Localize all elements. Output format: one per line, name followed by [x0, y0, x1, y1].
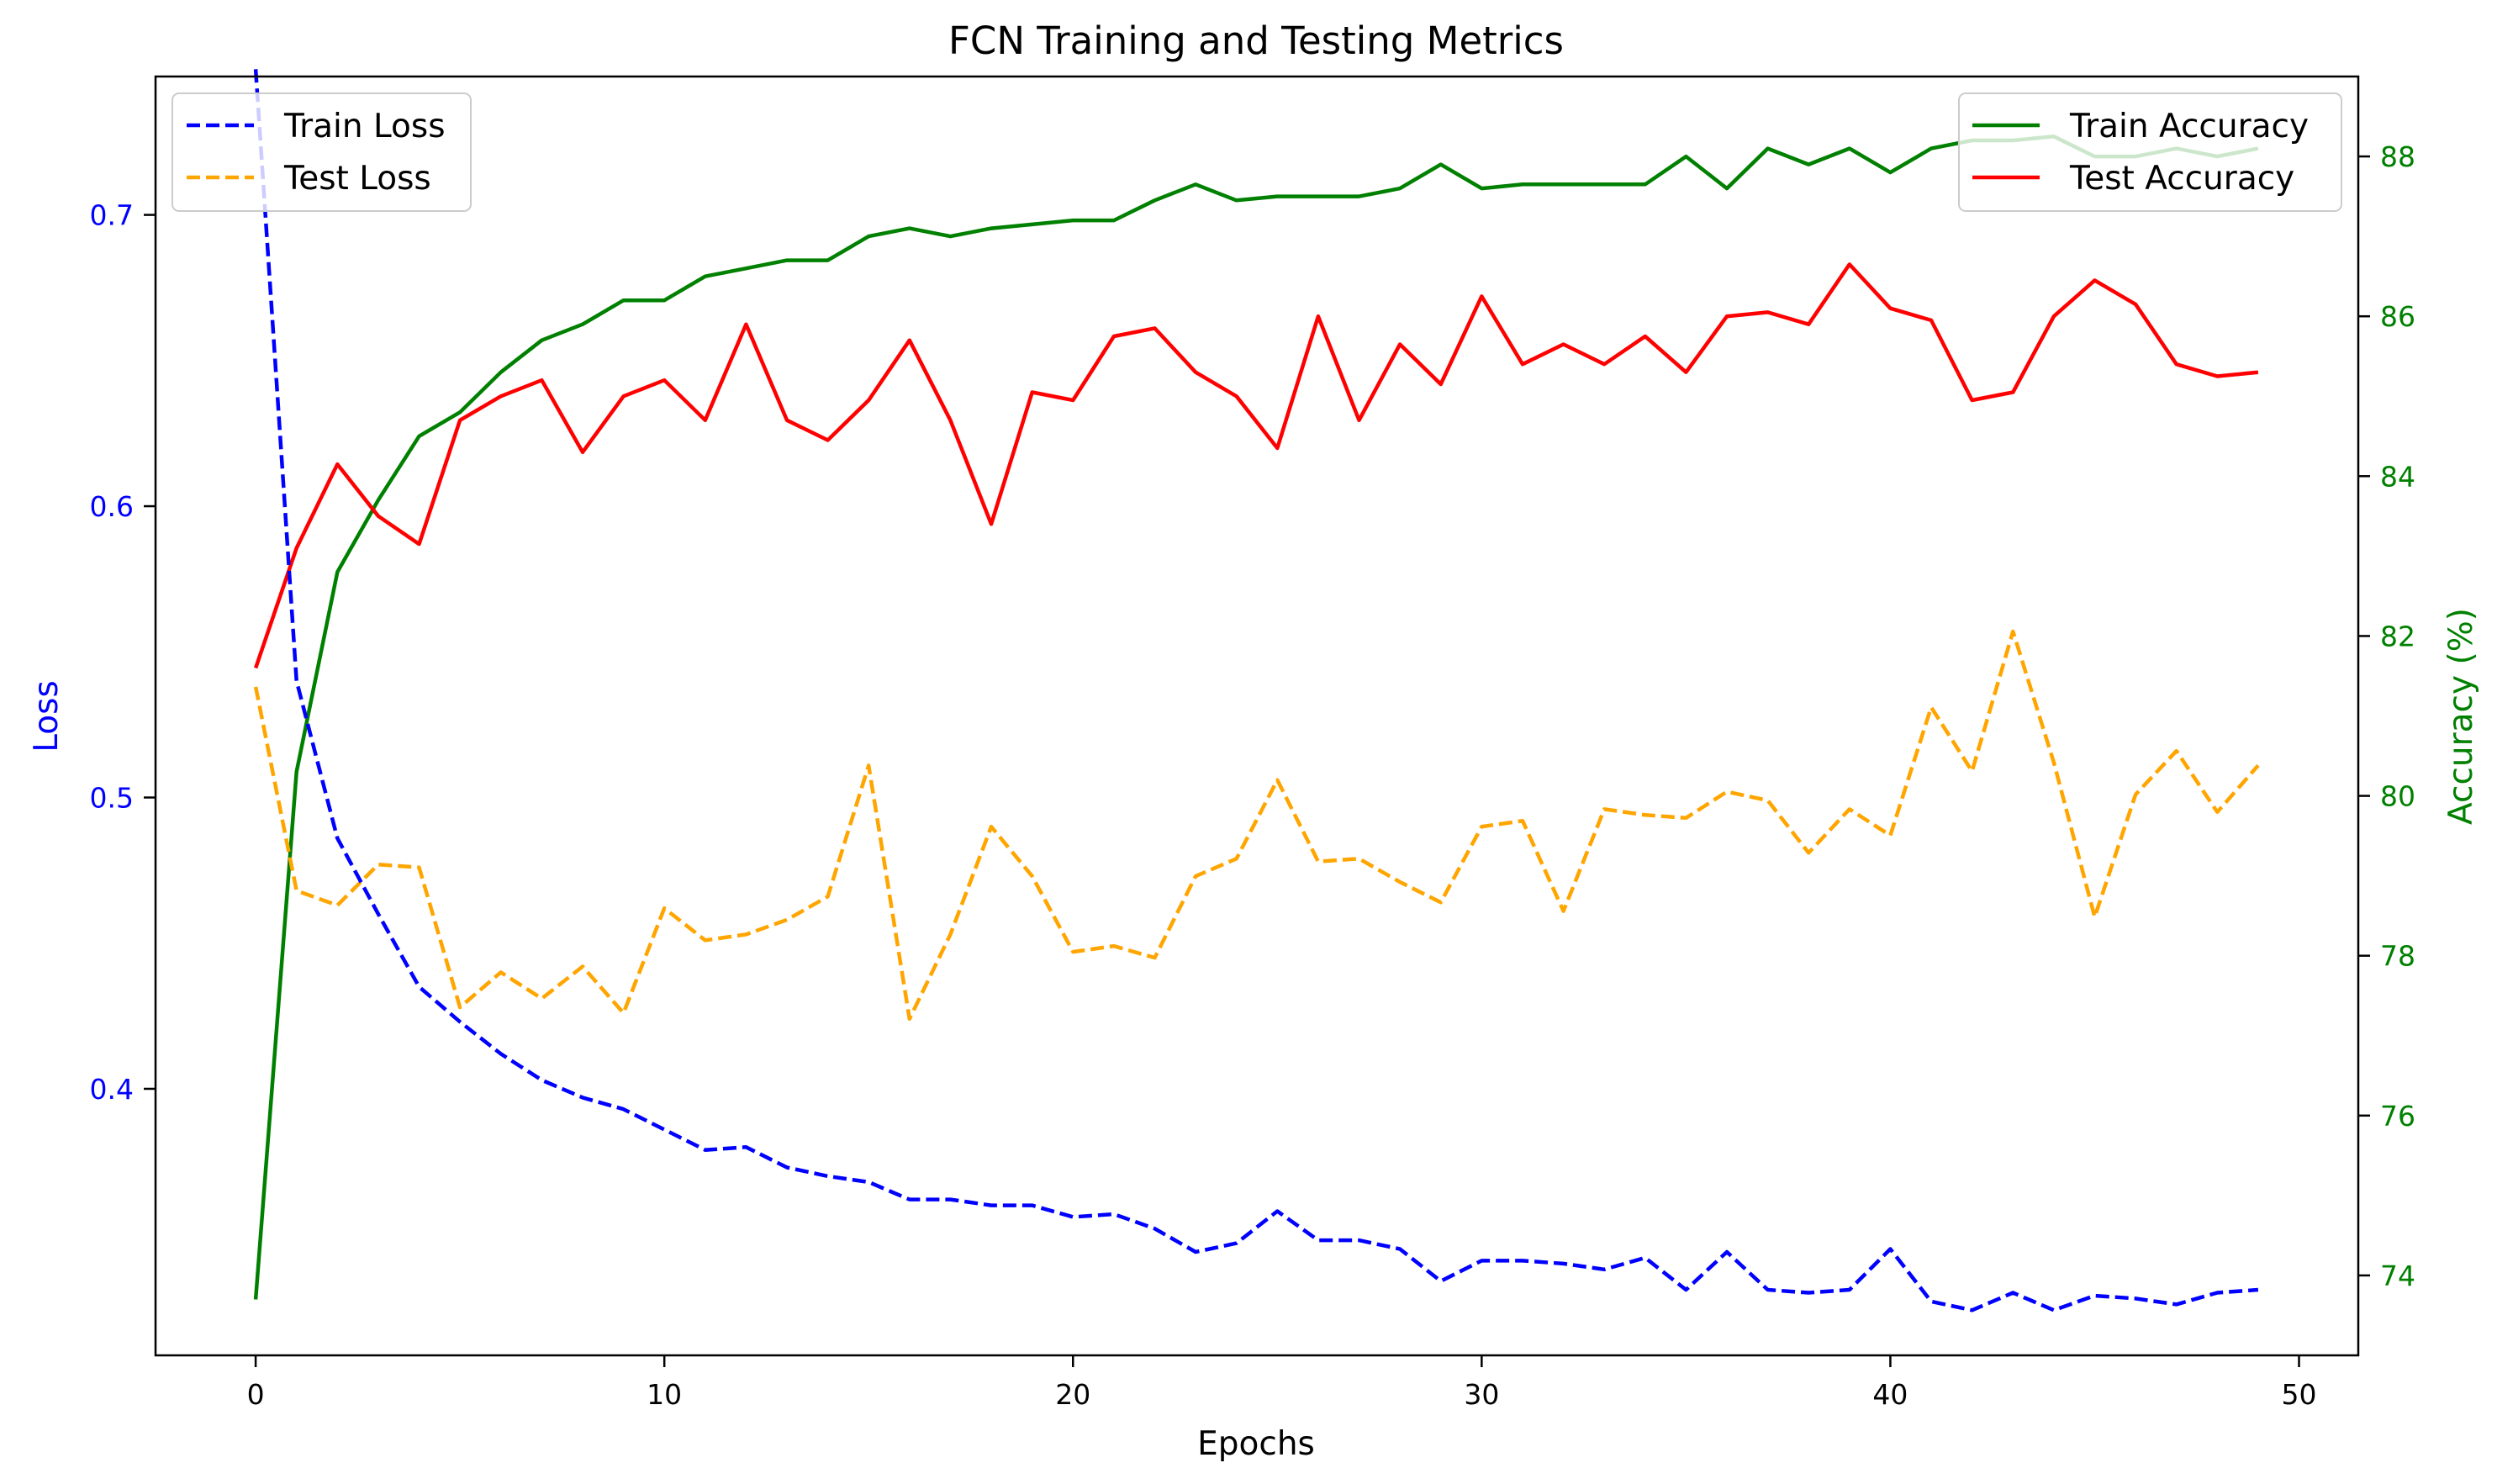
left-y-axis-label: Loss — [28, 680, 66, 753]
legend-loss: Train Loss Test Loss — [172, 92, 472, 212]
left-y-axis: 0.4 0.5 0.6 0.7 — [90, 199, 156, 1106]
plot-area — [253, 69, 2260, 1312]
right-y-tick-label: 86 — [2380, 300, 2415, 333]
chart-title: FCN Training and Testing Metrics — [948, 18, 1564, 63]
right-y-tick-label: 76 — [2380, 1100, 2415, 1133]
legend-train-loss-label: Train Loss — [283, 108, 446, 145]
left-y-tick-label: 0.4 — [90, 1073, 134, 1106]
train-loss-line — [253, 69, 2259, 1312]
x-axis: 0 10 20 30 40 50 — [247, 1355, 2317, 1411]
right-y-tick-label: 82 — [2380, 620, 2415, 652]
right-y-tick-label: 88 — [2380, 140, 2415, 173]
right-y-axis: 74 76 78 80 82 84 86 88 — [2358, 140, 2415, 1292]
test-accuracy-line — [253, 262, 2259, 669]
legend-test-accuracy-label: Test Accuracy — [2069, 160, 2294, 198]
right-y-tick-label: 84 — [2380, 460, 2415, 493]
right-y-tick-label: 78 — [2380, 940, 2415, 973]
left-y-tick-label: 0.7 — [90, 199, 134, 232]
legend-test-loss-label: Test Loss — [283, 160, 431, 198]
right-y-tick-label: 74 — [2380, 1260, 2415, 1292]
x-tick-label: 30 — [1464, 1378, 1499, 1411]
legend-accuracy: Train Accuracy Test Accuracy — [1958, 92, 2342, 212]
left-y-tick-label: 0.6 — [90, 490, 134, 523]
legend-loss-box — [172, 92, 472, 212]
x-tick-label: 0 — [247, 1378, 265, 1411]
x-tick-label: 20 — [1055, 1378, 1090, 1411]
x-tick-label: 40 — [1872, 1378, 1908, 1411]
x-tick-label: 50 — [2282, 1378, 2317, 1411]
x-axis-label: Epochs — [1197, 1425, 1315, 1463]
x-tick-label: 10 — [647, 1378, 682, 1411]
train-accuracy-line — [253, 135, 2259, 1300]
legend-train-accuracy-label: Train Accuracy — [2069, 108, 2309, 145]
legend-accuracy-box — [1958, 92, 2342, 212]
test-loss-line — [253, 629, 2260, 1022]
left-y-tick-label: 0.5 — [90, 782, 134, 815]
right-y-tick-label: 80 — [2380, 780, 2415, 813]
plot-frame — [154, 75, 2360, 1357]
right-y-axis-label: Accuracy (%) — [2442, 608, 2480, 825]
